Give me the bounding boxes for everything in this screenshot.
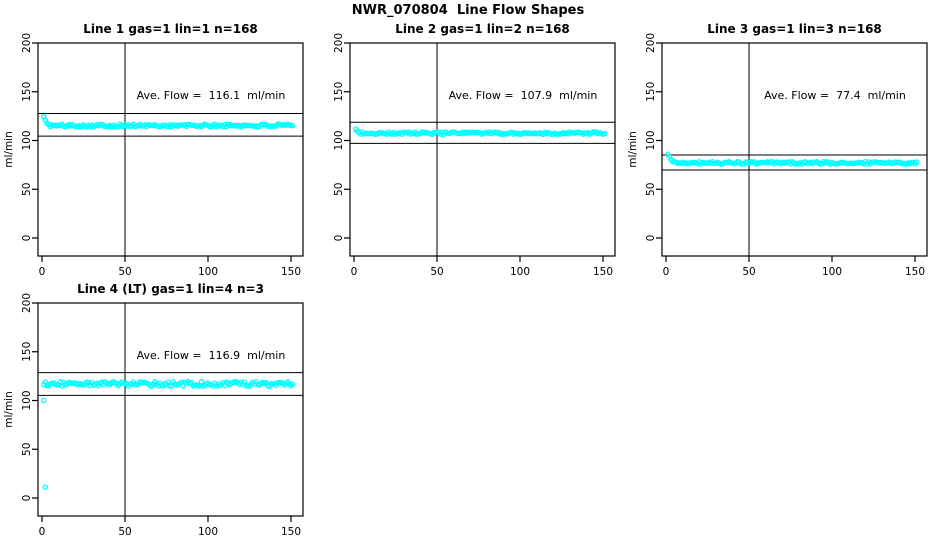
flow-point	[42, 484, 49, 491]
y-tick-label: 50	[333, 183, 345, 196]
flow-data-series	[352, 126, 608, 138]
y-tick-label: 50	[21, 183, 33, 196]
panel-4: Line 4 (LT) gas=1 lin=4 n=3 0 50 100 150 200 m…	[3, 282, 304, 538]
panel-2: Line 2 gas=1 lin=2 n=168 0 50 100 150 200 0 50 1…	[333, 22, 616, 278]
x-axis: 0 50 100 150	[39, 256, 301, 278]
y-tick-label: 200	[21, 33, 33, 53]
ave-flow-annotation: Ave. Flow = 77.4 ml/min	[764, 89, 906, 102]
x-tick-label: 0	[39, 266, 46, 278]
panel-title: Line 3 gas=1 lin=3 n=168	[707, 22, 882, 36]
panel-1: Line 1 gas=1 lin=1 n=168 0 50 100 150 200 ml/m…	[3, 22, 304, 278]
panel-title: Line 1 gas=1 lin=1 n=168	[83, 22, 258, 36]
flow-point	[40, 397, 47, 404]
x-tick-label: 150	[281, 526, 301, 538]
x-tick-label: 0	[39, 526, 46, 538]
x-axis: 0 50 100 150	[39, 516, 301, 538]
flow-point	[913, 159, 920, 165]
flow-point	[289, 381, 296, 387]
y-axis: 0 50 100 150 200 ml/min	[3, 33, 38, 241]
flow-point	[57, 379, 64, 385]
x-tick-label: 0	[663, 266, 670, 278]
y-tick-label: 200	[21, 293, 33, 313]
ave-flow-annotation: Ave. Flow = 116.9 ml/min	[137, 349, 286, 362]
plot-box	[37, 302, 304, 517]
plot-box	[37, 42, 304, 257]
x-tick-label: 0	[351, 266, 358, 278]
flow-data-series	[40, 113, 296, 130]
y-tick-label: 150	[333, 82, 345, 102]
flow-point	[601, 130, 608, 137]
y-tick-label: 200	[333, 33, 345, 53]
flow-point	[198, 379, 205, 385]
y-axis: 0 50 100 150 200 ml/min	[627, 33, 662, 241]
flow-data-series	[664, 151, 920, 167]
y-tick-label: 200	[645, 33, 657, 53]
x-tick-label: 100	[510, 266, 530, 278]
y-tick-label: 150	[21, 342, 33, 362]
y-tick-label: 0	[21, 235, 33, 242]
y-tick-label: 100	[21, 130, 33, 150]
x-tick-label: 50	[742, 266, 755, 278]
y-axis-label: ml/min	[3, 131, 15, 167]
panel-title: Line 2 gas=1 lin=2 n=168	[395, 22, 570, 36]
x-tick-label: 150	[905, 266, 925, 278]
ave-flow-annotation: Ave. Flow = 116.1 ml/min	[137, 89, 286, 102]
x-tick-label: 100	[198, 526, 218, 538]
panel-title: Line 4 (LT) gas=1 lin=4 n=3	[77, 282, 264, 296]
plot-box	[349, 42, 616, 257]
x-tick-label: 50	[430, 266, 443, 278]
y-tick-label: 100	[645, 130, 657, 150]
y-tick-label: 150	[21, 82, 33, 102]
plot-box	[661, 42, 928, 257]
x-tick-label: 100	[822, 266, 842, 278]
y-tick-label: 50	[21, 443, 33, 456]
ave-flow-annotation: Ave. Flow = 107.9 ml/min	[449, 89, 598, 102]
y-tick-label: 0	[21, 495, 33, 502]
y-axis: 0 50 100 150 200	[333, 33, 350, 241]
y-tick-label: 150	[645, 82, 657, 102]
y-tick-label: 0	[333, 235, 345, 242]
y-axis-label: ml/min	[627, 131, 639, 167]
x-tick-label: 50	[118, 266, 131, 278]
y-tick-label: 100	[21, 390, 33, 410]
y-tick-label: 100	[333, 130, 345, 150]
flow-point	[289, 123, 296, 129]
y-tick-label: 0	[645, 235, 657, 242]
x-axis: 0 50 100 150	[663, 256, 925, 278]
y-axis-label: ml/min	[3, 391, 15, 427]
y-tick-label: 50	[645, 183, 657, 196]
panel-3: Line 3 gas=1 lin=3 n=168 0 50 100 150 200 ml/m…	[627, 22, 928, 278]
figure-title: NWR_070804 Line Flow Shapes	[351, 3, 585, 18]
x-tick-label: 50	[118, 526, 131, 538]
x-tick-label: 100	[198, 266, 218, 278]
x-tick-label: 150	[593, 266, 613, 278]
flow-data-series	[40, 378, 296, 491]
x-axis: 0 50 100 150	[351, 256, 613, 278]
x-tick-label: 150	[281, 266, 301, 278]
y-axis: 0 50 100 150 200 ml/min	[3, 293, 38, 501]
